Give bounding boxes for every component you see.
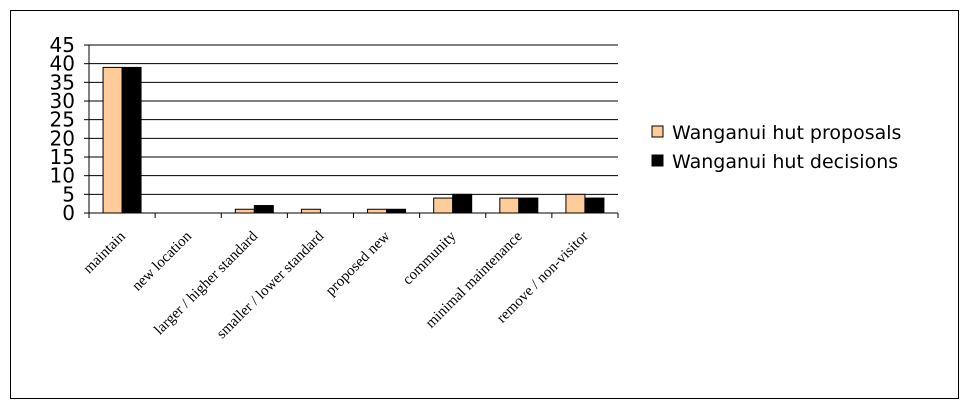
y-tick-label: 10 (50, 164, 75, 188)
y-tick-label: 15 (50, 145, 75, 169)
x-tick-label: new location (129, 228, 195, 294)
x-tick-label: smaller / lower standard (214, 228, 328, 342)
y-tick-label: 45 (50, 33, 75, 57)
y-tick-label: 25 (50, 108, 75, 132)
bar (565, 193, 586, 214)
legend-label: Wanganui hut decisions (672, 151, 898, 173)
bar (234, 208, 255, 214)
bar (584, 197, 605, 214)
y-tick-label: 20 (50, 126, 75, 150)
y-tick-label: 35 (50, 70, 75, 94)
x-tick-label: community (400, 228, 460, 288)
bar (367, 208, 388, 214)
bar (499, 197, 520, 214)
legend-swatch (651, 154, 664, 167)
y-tick-label: 30 (50, 89, 75, 113)
legend-swatch (651, 125, 664, 138)
y-tick-label: 5 (62, 182, 75, 206)
legend-label: Wanganui hut proposals (672, 122, 901, 144)
bar (518, 197, 539, 214)
y-tick-label: 0 (62, 201, 75, 225)
y-tick-label: 40 (50, 52, 75, 76)
bar (102, 66, 123, 214)
bar (452, 193, 473, 214)
x-tick-label: proposed new (323, 228, 394, 299)
bar (121, 66, 142, 214)
bar (300, 208, 321, 214)
bar (433, 197, 454, 214)
x-tick-label: maintain (80, 228, 129, 277)
chart-frame (10, 10, 959, 399)
bar (253, 205, 274, 214)
bar (386, 208, 407, 214)
